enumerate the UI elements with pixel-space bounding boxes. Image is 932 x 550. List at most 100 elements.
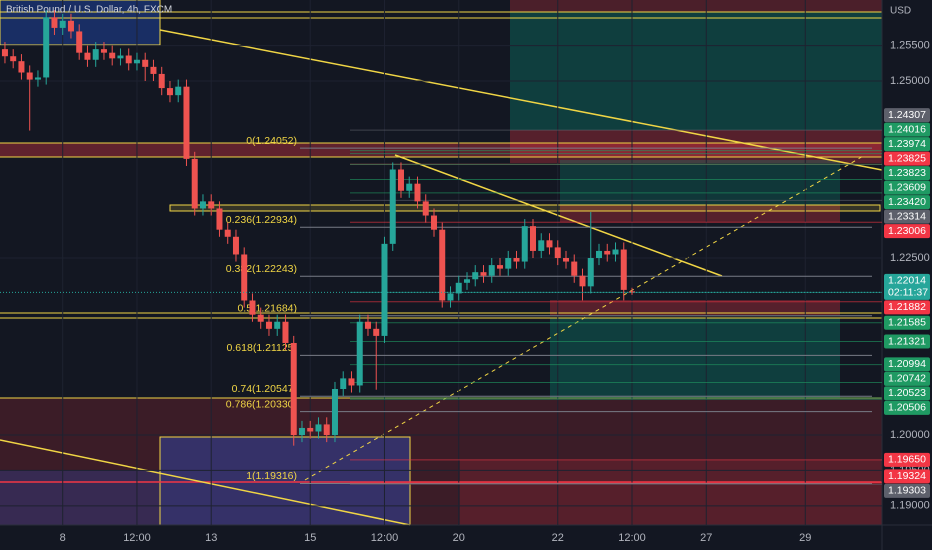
candle-body: [199, 201, 206, 209]
price-tag-label: 1.20994: [888, 358, 926, 370]
zone: [510, 0, 882, 12]
candle-body: [389, 169, 396, 244]
price-tag: [884, 209, 930, 224]
candle-body: [265, 321, 272, 329]
price-tag: [884, 300, 930, 315]
trend-line: [394, 154, 723, 277]
candle-body: [505, 258, 512, 269]
candle-body: [1, 49, 8, 57]
y-tick-label: 1.22500: [890, 252, 930, 264]
zone: [510, 12, 882, 130]
price-tag-label: 1.21585: [888, 317, 926, 329]
candle-body: [232, 236, 239, 255]
zone: [560, 205, 840, 222]
y-tick-label: 1.19000: [890, 500, 930, 512]
y-tick-label: 1.20000: [890, 429, 930, 441]
candle-body: [620, 249, 627, 290]
candle-body: [364, 321, 371, 329]
candle-body: [414, 183, 421, 202]
candle-body: [133, 59, 140, 64]
candle-body: [596, 250, 603, 259]
candle-body: [629, 291, 636, 293]
candle-body: [76, 31, 83, 53]
candle-body: [26, 72, 33, 80]
candle-body: [612, 249, 619, 255]
zone: [550, 318, 840, 398]
fib-label: 0.5(1.21684): [237, 303, 297, 315]
candle-body: [158, 73, 165, 89]
x-tick-label: 12:00: [371, 532, 399, 544]
price-tag: [884, 137, 930, 152]
candle-body: [546, 240, 553, 248]
price-tag-label: 1.21882: [888, 301, 926, 313]
x-tick-label: 8: [60, 532, 66, 544]
candle-body: [307, 427, 314, 432]
price-tag: [884, 273, 930, 300]
candle-body: [521, 226, 528, 262]
candle-body: [579, 275, 586, 287]
price-tag-label: 1.23609: [888, 181, 926, 193]
candle-body: [340, 378, 347, 390]
candle-body: [513, 258, 520, 262]
price-tag: [884, 108, 930, 123]
candle-body: [439, 229, 446, 301]
candle-body: [125, 55, 132, 64]
candle-body: [175, 86, 182, 96]
fib-label: 0.236(1.22934): [226, 214, 297, 226]
countdown-label: 02:11:37: [888, 287, 928, 299]
candle-body: [274, 321, 281, 329]
price-tag-label: 1.20523: [888, 387, 926, 399]
chart-title: British Pound / U.S. Dollar, 4h, FXCM: [6, 5, 172, 16]
candle-body: [554, 247, 561, 259]
y-tick-label: 1.25500: [890, 40, 930, 52]
trend-line: [0, 439, 411, 526]
fib-label: 1(1.19316): [246, 470, 297, 482]
price-tag: [884, 483, 930, 498]
candle-body: [373, 328, 380, 336]
candle-body: [43, 17, 50, 78]
axis-unit: USD: [890, 6, 911, 17]
candle-body: [422, 201, 429, 216]
candle-body: [381, 243, 388, 336]
price-tag: [884, 195, 930, 210]
candle-body: [348, 378, 355, 386]
price-tag: [884, 469, 930, 484]
candle-body: [496, 265, 503, 269]
candle-body: [183, 86, 190, 159]
zone: [560, 160, 840, 205]
price-tag-label: 1.23825: [888, 152, 926, 164]
x-tick-label: 20: [453, 532, 465, 544]
fib-label: 0.382(1.22243): [226, 263, 297, 275]
price-tag-label: 1.19324: [888, 470, 926, 482]
price-tag: [884, 371, 930, 386]
price-tag-label: 1.24016: [888, 123, 926, 135]
x-tick-label: 12:00: [123, 532, 151, 544]
trend-line: [159, 29, 883, 171]
candle-body: [257, 314, 264, 322]
price-tag-label: 1.23823: [888, 167, 926, 179]
fib-label: 0(1.24052): [246, 135, 297, 147]
candle-body: [224, 229, 231, 237]
fib-label: 0.618(1.21125): [227, 342, 297, 354]
price-tag: [884, 315, 930, 330]
candle-body: [166, 88, 173, 96]
candle-body: [472, 272, 479, 280]
candle-body: [84, 52, 91, 60]
candle-body: [216, 208, 223, 230]
price-tag: [884, 122, 930, 137]
zone: [169, 204, 881, 212]
candle-body: [315, 424, 322, 432]
x-tick-label: 22: [552, 532, 564, 544]
candle-body: [397, 169, 404, 191]
price-tag-label: 1.23006: [888, 225, 926, 237]
price-tag-label: 1.20506: [888, 402, 926, 414]
price-tag-label: 1.23974: [888, 138, 926, 150]
y-tick-label: 1.25000: [890, 75, 930, 87]
candle-body: [331, 389, 338, 436]
candle-body: [356, 321, 363, 386]
price-tag-label: 1.23314: [888, 210, 926, 222]
candle-body: [323, 424, 330, 436]
candle-body: [150, 66, 157, 74]
price-tag-label: 1.24307: [888, 109, 926, 121]
